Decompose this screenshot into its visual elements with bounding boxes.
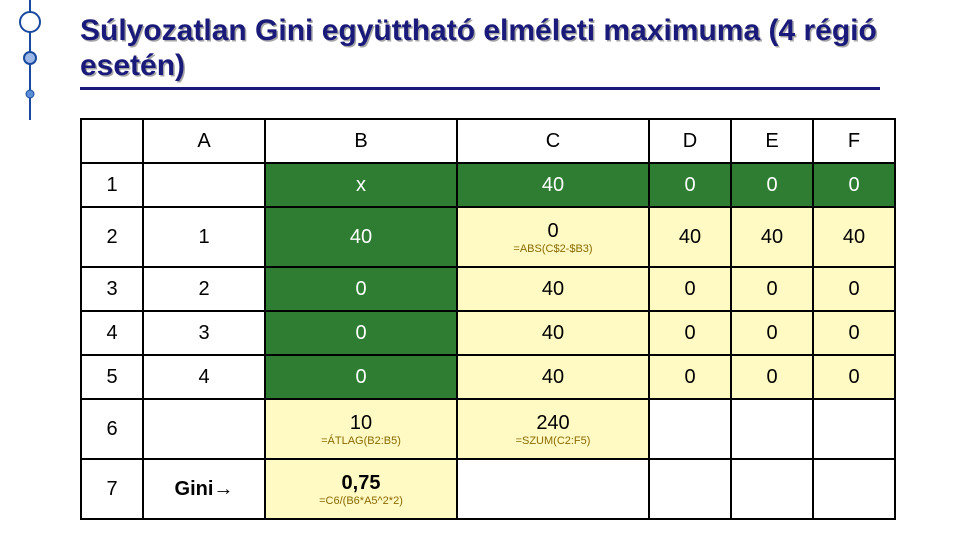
cell-A6	[143, 399, 265, 459]
cell-C7	[457, 459, 649, 519]
row-number: 1	[81, 163, 143, 207]
row-number: 7	[81, 459, 143, 519]
row-number: 6	[81, 399, 143, 459]
col-header-F: F	[813, 119, 895, 163]
cell-C4: 40	[457, 311, 649, 355]
cell-F6	[813, 399, 895, 459]
cell-F7	[813, 459, 895, 519]
cell-formula: =ABS(C$2-$B3)	[458, 244, 648, 255]
cell-D6	[649, 399, 731, 459]
table-row: 3 2 0 40 0 0 0	[81, 267, 895, 311]
cell-F3: 0	[813, 267, 895, 311]
col-header-E: E	[731, 119, 813, 163]
cell-D4: 0	[649, 311, 731, 355]
row-number: 3	[81, 267, 143, 311]
cell-B5: 0	[265, 355, 457, 399]
row-number: 5	[81, 355, 143, 399]
cell-C5: 40	[457, 355, 649, 399]
cell-E6	[731, 399, 813, 459]
cell-D5: 0	[649, 355, 731, 399]
cell-F1: 0	[813, 163, 895, 207]
cell-value: 0	[458, 220, 648, 242]
cell-F5: 0	[813, 355, 895, 399]
cell-value: 0,75	[266, 472, 456, 494]
table-row: 1 x 40 0 0 0	[81, 163, 895, 207]
cell-C2: 0 =ABS(C$2-$B3)	[457, 207, 649, 267]
cell-C1: 40	[457, 163, 649, 207]
cell-B4: 0	[265, 311, 457, 355]
cell-A1	[143, 163, 265, 207]
row-number: 4	[81, 311, 143, 355]
table-row: 2 1 40 0 =ABS(C$2-$B3) 40 40 40	[81, 207, 895, 267]
cell-B7-gini-value: 0,75 =C6/(B6*A5^2*2)	[265, 459, 457, 519]
cell-C3: 40	[457, 267, 649, 311]
cell-A4: 3	[143, 311, 265, 355]
cell-value: 240	[458, 412, 648, 434]
cell-B3: 0	[265, 267, 457, 311]
cell-E5: 0	[731, 355, 813, 399]
slide-title: Súlyozatlan Gini együttható elméleti max…	[80, 14, 880, 90]
table-row: 6 10 =ÁTLAG(B2:B5) 240 =SZUM(C2:F5)	[81, 399, 895, 459]
cell-E7	[731, 459, 813, 519]
corner-cell	[81, 119, 143, 163]
cell-A5: 4	[143, 355, 265, 399]
table-row: 7 Gini→ 0,75 =C6/(B6*A5^2*2)	[81, 459, 895, 519]
cell-E3: 0	[731, 267, 813, 311]
cell-A7-gini-label: Gini→	[143, 459, 265, 519]
cell-E1: 0	[731, 163, 813, 207]
cell-D7	[649, 459, 731, 519]
cell-formula: =ÁTLAG(B2:B5)	[266, 436, 456, 447]
table-row: 4 3 0 40 0 0 0	[81, 311, 895, 355]
cell-E2: 40	[731, 207, 813, 267]
cell-A3: 2	[143, 267, 265, 311]
cell-B6: 10 =ÁTLAG(B2:B5)	[265, 399, 457, 459]
cell-D1: 0	[649, 163, 731, 207]
cell-formula: =C6/(B6*A5^2*2)	[266, 496, 456, 507]
cell-F4: 0	[813, 311, 895, 355]
cell-D2: 40	[649, 207, 731, 267]
table-header-row: A B C D E F	[81, 119, 895, 163]
cell-A2: 1	[143, 207, 265, 267]
row-number: 2	[81, 207, 143, 267]
col-header-C: C	[457, 119, 649, 163]
cell-B1: x	[265, 163, 457, 207]
gini-table: A B C D E F 1 x 40 0 0 0 2 1 40 0 =ABS(C…	[80, 118, 896, 520]
cell-value: 10	[266, 412, 456, 434]
slide-deco	[0, 0, 60, 540]
cell-F2: 40	[813, 207, 895, 267]
cell-formula: =SZUM(C2:F5)	[458, 436, 648, 447]
cell-C6: 240 =SZUM(C2:F5)	[457, 399, 649, 459]
col-header-D: D	[649, 119, 731, 163]
table-row: 5 4 0 40 0 0 0	[81, 355, 895, 399]
cell-B2: 40	[265, 207, 457, 267]
cell-E4: 0	[731, 311, 813, 355]
cell-D3: 0	[649, 267, 731, 311]
col-header-B: B	[265, 119, 457, 163]
col-header-A: A	[143, 119, 265, 163]
